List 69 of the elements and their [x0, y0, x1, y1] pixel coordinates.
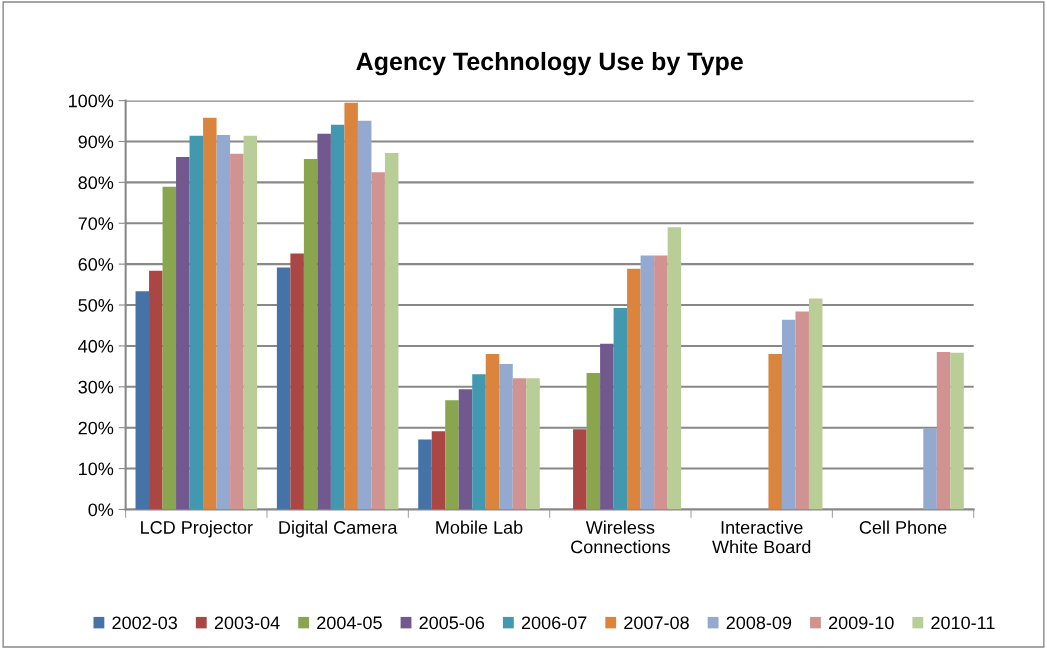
bar [276, 267, 291, 510]
bar [768, 354, 782, 510]
y-tick-label: 70% [78, 217, 114, 230]
bar [290, 253, 304, 510]
bar [499, 363, 513, 510]
legend-label: 2008-09 [726, 616, 792, 630]
bar [445, 400, 459, 510]
y-tick-label: 90% [78, 135, 114, 149]
bar [640, 255, 655, 510]
bar [230, 153, 244, 510]
y-tick-label: 50% [78, 298, 114, 312]
bar [317, 133, 331, 510]
bar [176, 157, 190, 510]
bar [344, 102, 358, 510]
legend-label: 2002-03 [112, 616, 178, 630]
legend-label: 2003-04 [214, 616, 280, 630]
y-tick-label: 60% [78, 258, 114, 271]
bar [431, 431, 446, 510]
bar [573, 429, 587, 510]
bar [950, 352, 964, 510]
x-tick-label: Digital Camera [279, 520, 398, 538]
y-tick-label: 20% [78, 421, 114, 435]
y-tick-label: 30% [78, 380, 114, 394]
bar [613, 307, 628, 510]
legend-label: 2007-08 [624, 616, 689, 630]
bar [384, 152, 399, 510]
legend-label: 2010-11 [931, 616, 995, 630]
y-tick-label: 80% [78, 176, 114, 190]
bar [586, 372, 601, 510]
bar [923, 428, 937, 510]
bar [512, 378, 527, 510]
legend-label: 2006-07 [521, 616, 587, 630]
bar [808, 298, 823, 510]
bar [357, 120, 372, 510]
bar [627, 268, 641, 510]
x-tick-label: LCD Projector [141, 520, 253, 538]
bar [526, 378, 540, 510]
bar [667, 227, 682, 510]
bar [371, 172, 385, 510]
bar [135, 291, 150, 510]
x-tick-label: Interactive White Board [712, 520, 811, 554]
y-tick-label: 10% [79, 462, 114, 476]
bar [781, 319, 796, 510]
bar [149, 270, 163, 510]
bar [654, 255, 668, 510]
legend-label: 2009-10 [829, 616, 894, 630]
chart-title: Agency Technology Use by Type [356, 51, 743, 76]
legend-label: 2005-06 [419, 616, 485, 630]
x-tick-label: Mobile Lab [436, 520, 523, 534]
bar [936, 352, 951, 510]
bar [189, 135, 204, 510]
legend-label: 2004-05 [317, 616, 382, 630]
bar [418, 439, 432, 510]
y-tick-label: 0% [88, 503, 114, 517]
bar [472, 374, 486, 510]
x-tick-label: Wireless Connections [571, 520, 670, 554]
bar [216, 134, 231, 510]
bar [303, 159, 318, 510]
bar [485, 354, 500, 510]
x-tick-label: Cell Phone [859, 520, 947, 534]
y-tick-label: 40% [78, 339, 114, 353]
y-tick-label: 100% [69, 94, 114, 108]
bar [330, 124, 345, 510]
bar [600, 343, 614, 510]
bar [458, 389, 473, 510]
bar [243, 135, 258, 510]
bar [795, 311, 809, 510]
bar [162, 186, 177, 510]
bar [203, 117, 217, 510]
